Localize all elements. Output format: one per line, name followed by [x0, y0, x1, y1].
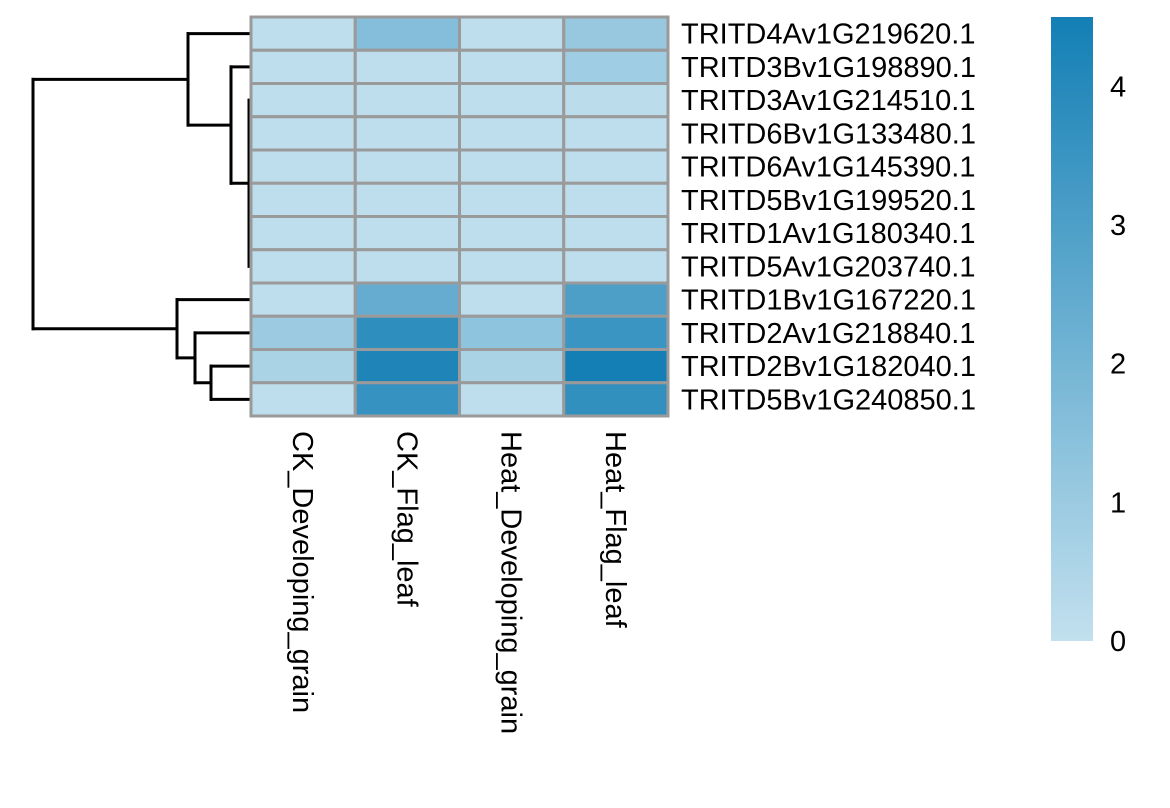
heatmap-cell — [353, 82, 461, 119]
heatmap-cell — [562, 381, 670, 418]
row-label: TRITD2Bv1G182040.1 — [681, 351, 976, 383]
heatmap-cell — [458, 148, 566, 185]
heatmap-cell — [249, 82, 357, 119]
heatmap-cell — [249, 215, 357, 252]
heatmap-cell — [353, 314, 461, 351]
heatmap-cell — [249, 115, 357, 152]
row-label: TRITD3Av1G214510.1 — [681, 85, 975, 117]
heatmap-cell — [458, 115, 566, 152]
row-label: TRITD6Av1G145390.1 — [681, 152, 975, 184]
heatmap-cell — [562, 248, 670, 285]
heatmap-cell — [458, 248, 566, 285]
heatmap-cell — [562, 348, 670, 385]
heatmap-cell — [458, 215, 566, 252]
heatmap-cell — [353, 148, 461, 185]
heatmap-cell — [562, 148, 670, 185]
legend-tick-label: 2 — [1110, 349, 1126, 381]
row-labels: TRITD4Av1G219620.1TRITD3Bv1G198890.1TRIT… — [681, 19, 976, 417]
heatmap-cell — [353, 381, 461, 418]
heatmap-cell — [249, 314, 357, 351]
heatmap-cells — [249, 15, 670, 418]
heatmap-cell — [562, 281, 670, 318]
heatmap-cell — [458, 281, 566, 318]
heatmap-cell — [353, 48, 461, 85]
row-label: TRITD5Bv1G240850.1 — [681, 384, 976, 416]
heatmap-cell — [458, 181, 566, 218]
heatmap-cell — [562, 215, 670, 252]
legend-color-bar — [1051, 17, 1093, 641]
heatmap-cell — [249, 48, 357, 85]
column-labels: CK_Developing_grain CK_Flag_leaf Heat_Deve… — [286, 431, 631, 734]
legend-tick-label: 1 — [1110, 487, 1126, 519]
column-label: Heat_Developing_grain — [495, 431, 527, 734]
heatmap-cell — [249, 381, 357, 418]
heatmap-cell — [353, 115, 461, 152]
heatmap-cell — [562, 314, 670, 351]
row-label: TRITD3Bv1G198890.1 — [681, 52, 976, 84]
row-label: TRITD5Av1G203740.1 — [681, 251, 975, 283]
color-legend: 0 1 2 3 4 — [1051, 17, 1126, 658]
column-label: CK_Developing_grain — [286, 431, 318, 713]
row-label: TRITD1Bv1G167220.1 — [681, 285, 976, 317]
heatmap-cell — [353, 248, 461, 285]
heatmap-cell — [249, 15, 357, 52]
heatmap-cell — [458, 15, 566, 52]
column-label: Heat_Flag_leaf — [599, 431, 631, 629]
heatmap-cell — [249, 281, 357, 318]
heatmap-cell — [562, 181, 670, 218]
row-label: TRITD1Av1G180340.1 — [681, 218, 975, 250]
row-label: TRITD2Av1G218840.1 — [681, 318, 975, 350]
heatmap-cell — [458, 348, 566, 385]
heatmap-cell — [562, 115, 670, 152]
row-label: TRITD5Bv1G199520.1 — [681, 185, 976, 217]
heatmap-cell — [458, 82, 566, 119]
heatmap-cell — [353, 215, 461, 252]
heatmap-cell — [562, 15, 670, 52]
row-label: TRITD6Bv1G133480.1 — [681, 118, 976, 150]
heatmap-cell — [353, 15, 461, 52]
heatmap-cell — [353, 348, 461, 385]
legend-tick-label: 0 — [1110, 626, 1126, 658]
heatmap-cell — [353, 281, 461, 318]
legend-tick-label: 3 — [1110, 210, 1126, 242]
heatmap-cell — [458, 314, 566, 351]
legend-tick-label: 4 — [1110, 71, 1126, 103]
heatmap-cell — [249, 181, 357, 218]
heatmap-cell — [458, 48, 566, 85]
heatmap-cell — [249, 148, 357, 185]
row-label: TRITD4Av1G219620.1 — [681, 19, 975, 51]
column-label: CK_Flag_leaf — [390, 431, 422, 608]
heatmap-cell — [562, 48, 670, 85]
heatmap-cell — [353, 181, 461, 218]
heatmap-cell — [562, 82, 670, 119]
heatmap-cell — [249, 348, 357, 385]
heatmap-cell — [249, 248, 357, 285]
heatmap-cell — [458, 381, 566, 418]
row-dendrogram — [31, 32, 251, 401]
